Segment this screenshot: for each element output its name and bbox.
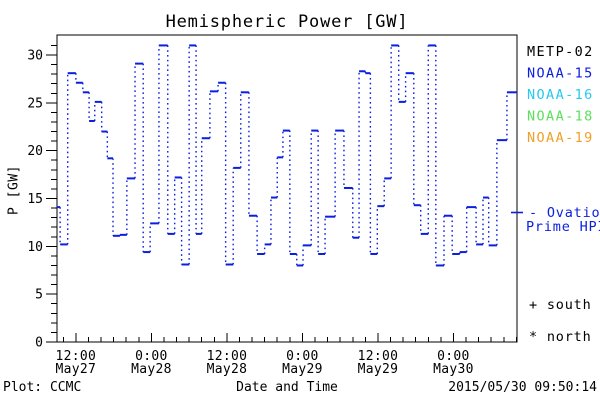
y-tick-label: 10 bbox=[27, 240, 43, 255]
chart-title: Hemispheric Power [GW] bbox=[165, 12, 409, 32]
plot-frame bbox=[56, 34, 518, 343]
x-tick-date-label: May28 bbox=[131, 362, 172, 377]
legend-item-noaa-16: NOAA-16 bbox=[527, 87, 594, 103]
x-tick-time-label: 0:00 bbox=[437, 349, 470, 364]
x-tick-time-label: 0:00 bbox=[286, 349, 319, 364]
x-tick-time-label: 0:00 bbox=[135, 349, 168, 364]
x-tick-date-label: May28 bbox=[207, 362, 248, 377]
legend-item-metp-02: METP-02 bbox=[527, 44, 594, 60]
x-tick-date-label: May27 bbox=[56, 362, 97, 377]
y-tick-label: 15 bbox=[27, 192, 43, 207]
legend-item-noaa-18: NOAA-18 bbox=[527, 109, 594, 125]
y-tick-label: 30 bbox=[27, 49, 43, 64]
legend-item-noaa-15: NOAA-15 bbox=[527, 66, 594, 82]
legend-marker-south: + south bbox=[529, 297, 592, 313]
legend-ovation-line2: Prime HPI bbox=[526, 219, 600, 235]
y-tick-label: 5 bbox=[35, 288, 43, 303]
legend-ovation-line1: - Ovation bbox=[529, 205, 600, 221]
legend-marker-north: * north bbox=[529, 329, 592, 345]
y-tick-label: 0 bbox=[35, 336, 43, 351]
x-tick-date-label: May30 bbox=[433, 362, 474, 377]
y-tick-label: 20 bbox=[27, 144, 43, 159]
plot-credit: Plot: CCMC bbox=[3, 380, 82, 395]
y-axis-label: P [GW] bbox=[6, 165, 22, 215]
legend-item-noaa-19: NOAA-19 bbox=[527, 130, 594, 146]
x-tick-date-label: May29 bbox=[282, 362, 323, 377]
plot-timestamp: 2015/05/30 09:50:14 bbox=[448, 380, 597, 395]
x-tick-time-label: 12:00 bbox=[358, 349, 399, 364]
x-tick-time-label: 12:00 bbox=[56, 349, 97, 364]
x-axis-label: Date and Time bbox=[236, 380, 338, 395]
x-tick-date-label: May29 bbox=[358, 362, 399, 377]
x-tick-time-label: 12:00 bbox=[207, 349, 248, 364]
y-tick-label: 25 bbox=[27, 96, 43, 111]
